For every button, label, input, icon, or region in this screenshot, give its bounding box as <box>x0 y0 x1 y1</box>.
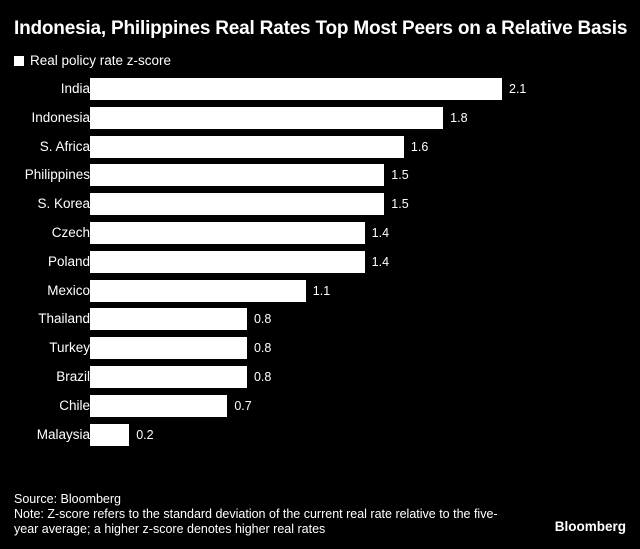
value-label: 1.4 <box>371 254 390 269</box>
chart-footer: Source: Bloomberg Note: Z-score refers t… <box>14 492 514 537</box>
bar <box>90 222 365 244</box>
bar <box>90 164 385 187</box>
bar <box>90 250 365 273</box>
category-label: Poland <box>47 253 90 269</box>
category-label: Thailand <box>38 311 90 327</box>
category-label: Mexico <box>47 282 90 298</box>
value-label: 0.8 <box>253 341 272 356</box>
bar <box>90 366 247 388</box>
category-label: Philippines <box>24 167 90 183</box>
category-label: India <box>60 81 90 96</box>
value-label: 1.8 <box>450 110 468 125</box>
legend: Real policy rate z-score <box>14 53 171 68</box>
legend-swatch <box>14 55 24 66</box>
category-label: Chile <box>59 397 90 413</box>
bar <box>90 394 228 417</box>
value-label: 1.4 <box>371 226 390 240</box>
bar <box>90 337 247 360</box>
bar <box>90 308 247 331</box>
bar <box>90 279 306 302</box>
category-label: S. Africa <box>39 138 90 154</box>
bar <box>90 78 502 100</box>
value-label: 0.8 <box>253 312 272 327</box>
bar <box>90 423 130 446</box>
value-label: 2.1 <box>509 82 527 96</box>
explanatory-note: Note: Z-score refers to the standard dev… <box>14 507 498 536</box>
value-label: 1.5 <box>391 168 409 183</box>
chart-title: Indonesia, Philippines Real Rates Top Mo… <box>14 18 628 39</box>
value-label: 1.5 <box>391 197 409 212</box>
value-label: 1.6 <box>410 139 429 154</box>
value-label: 0.7 <box>234 398 252 413</box>
category-label: Brazil <box>56 369 90 384</box>
category-label: Turkey <box>49 340 90 356</box>
brand-logo: Bloomberg <box>554 519 626 534</box>
category-label: Czech <box>51 225 90 240</box>
legend-label: Real policy rate z-score <box>30 53 172 68</box>
value-label: 0.2 <box>136 427 154 442</box>
category-label: S. Korea <box>37 196 90 212</box>
source-note: Source: Bloomberg <box>14 492 122 506</box>
bar <box>90 135 404 158</box>
value-label: 1.1 <box>312 283 331 298</box>
value-label: 0.8 <box>253 370 272 384</box>
bar <box>90 106 444 129</box>
category-label: Malaysia <box>36 426 90 442</box>
category-label: Indonesia <box>31 109 90 125</box>
bar <box>90 193 385 216</box>
bar-chart: India 2.1 Indonesia 1.8 S. Africa 1.6 Philippi… <box>0 70 640 450</box>
